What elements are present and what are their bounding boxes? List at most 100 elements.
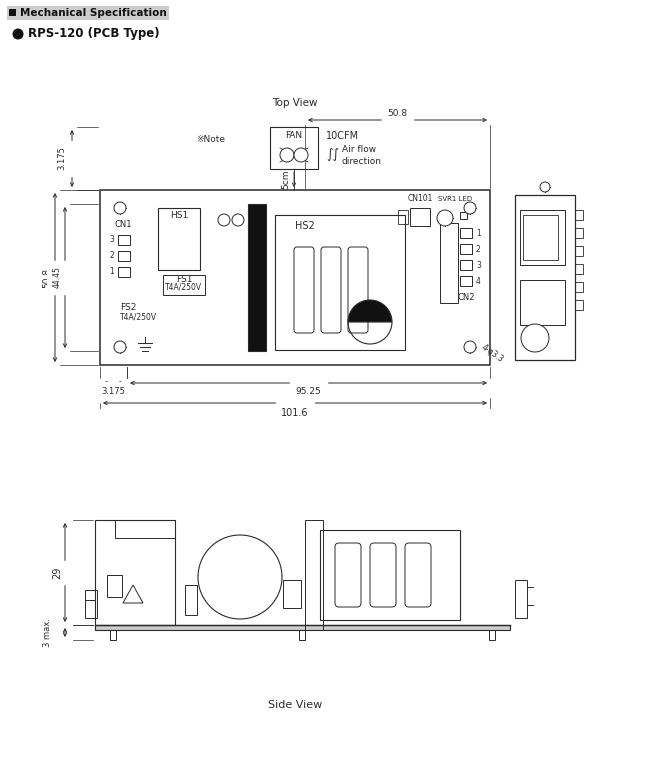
Bar: [460, 260, 472, 270]
Text: ∫∫: ∫∫: [326, 148, 339, 161]
Text: 2: 2: [476, 245, 481, 254]
Bar: [7, 6, 169, 20]
Circle shape: [13, 29, 23, 39]
Bar: [118, 235, 130, 245]
Text: 3 max.: 3 max.: [42, 618, 52, 647]
Bar: [575, 264, 583, 274]
Bar: [520, 280, 565, 325]
Text: 4: 4: [476, 276, 481, 285]
Bar: [299, 630, 305, 640]
Text: direction: direction: [342, 157, 382, 166]
Text: 1: 1: [476, 229, 481, 238]
Bar: [107, 575, 122, 597]
Bar: [305, 520, 323, 630]
Text: Side View: Side View: [268, 700, 322, 710]
Bar: [115, 520, 175, 538]
Text: 101.6: 101.6: [281, 408, 309, 418]
Text: RPS-120 (PCB Type): RPS-120 (PCB Type): [28, 27, 159, 41]
Bar: [410, 208, 430, 226]
Bar: [575, 300, 583, 310]
Bar: [118, 267, 130, 277]
Text: FS2: FS2: [120, 303, 137, 312]
Bar: [515, 195, 575, 360]
Circle shape: [437, 210, 453, 226]
Text: HS1: HS1: [170, 211, 188, 220]
Bar: [440, 223, 458, 303]
Polygon shape: [123, 585, 143, 603]
Circle shape: [280, 148, 294, 162]
Text: Top View: Top View: [272, 98, 318, 108]
FancyBboxPatch shape: [335, 543, 361, 607]
Text: 5cm: 5cm: [281, 170, 291, 189]
FancyBboxPatch shape: [370, 543, 396, 607]
Text: Mechanical Specification: Mechanical Specification: [20, 8, 167, 18]
Bar: [95, 625, 510, 630]
Bar: [460, 212, 467, 219]
Wedge shape: [348, 300, 392, 322]
Text: 3: 3: [476, 260, 481, 269]
Bar: [248, 204, 266, 351]
Bar: [320, 530, 460, 620]
Text: ※Note: ※Note: [196, 135, 225, 144]
Bar: [398, 210, 408, 224]
Bar: [283, 580, 301, 608]
Text: SVR1 LED: SVR1 LED: [438, 196, 472, 202]
FancyBboxPatch shape: [405, 543, 431, 607]
Bar: [110, 630, 116, 640]
Bar: [163, 275, 205, 295]
Text: 2: 2: [109, 251, 114, 260]
Bar: [9, 9, 16, 16]
Bar: [118, 251, 130, 261]
Bar: [515, 580, 527, 618]
Bar: [575, 228, 583, 238]
Bar: [520, 210, 565, 265]
Text: FAN: FAN: [285, 132, 303, 141]
Text: T4A/250V: T4A/250V: [120, 313, 157, 322]
Bar: [185, 585, 197, 615]
Circle shape: [294, 148, 308, 162]
Circle shape: [464, 341, 476, 353]
Bar: [460, 228, 472, 238]
Circle shape: [464, 202, 476, 214]
Bar: [275, 215, 405, 350]
Text: 1: 1: [109, 267, 114, 276]
Circle shape: [540, 182, 550, 192]
Bar: [575, 210, 583, 220]
Text: CN101: CN101: [407, 194, 433, 203]
Text: 3.175: 3.175: [102, 388, 125, 397]
Text: 4-φ3.3: 4-φ3.3: [480, 342, 505, 364]
Circle shape: [114, 202, 126, 214]
Text: Air flow: Air flow: [342, 145, 376, 154]
Bar: [270, 127, 318, 169]
Circle shape: [521, 324, 549, 352]
FancyBboxPatch shape: [321, 247, 341, 333]
Circle shape: [232, 214, 244, 226]
Text: 3.175: 3.175: [58, 147, 66, 170]
Circle shape: [198, 535, 282, 619]
Bar: [158, 208, 200, 270]
Text: 3: 3: [109, 235, 114, 245]
Text: 50.8: 50.8: [387, 108, 407, 117]
Bar: [489, 630, 495, 640]
Bar: [85, 590, 97, 618]
Text: 44.45: 44.45: [52, 266, 62, 288]
Text: CN1: CN1: [115, 220, 132, 229]
Text: 10CFM: 10CFM: [326, 131, 359, 141]
Bar: [575, 246, 583, 256]
Text: 29: 29: [52, 566, 62, 578]
Bar: [460, 276, 472, 286]
Text: 50.8: 50.8: [42, 267, 52, 288]
Bar: [523, 215, 558, 260]
FancyBboxPatch shape: [294, 247, 314, 333]
Bar: [460, 244, 472, 254]
Bar: [95, 520, 175, 625]
Text: FS1: FS1: [176, 275, 192, 284]
Bar: [575, 282, 583, 292]
FancyBboxPatch shape: [348, 247, 368, 333]
Text: CN2: CN2: [457, 293, 475, 302]
Circle shape: [114, 341, 126, 353]
Text: T4A/250V: T4A/250V: [165, 283, 202, 292]
Text: HS2: HS2: [295, 221, 315, 231]
Bar: [100, 190, 490, 365]
Circle shape: [218, 214, 230, 226]
